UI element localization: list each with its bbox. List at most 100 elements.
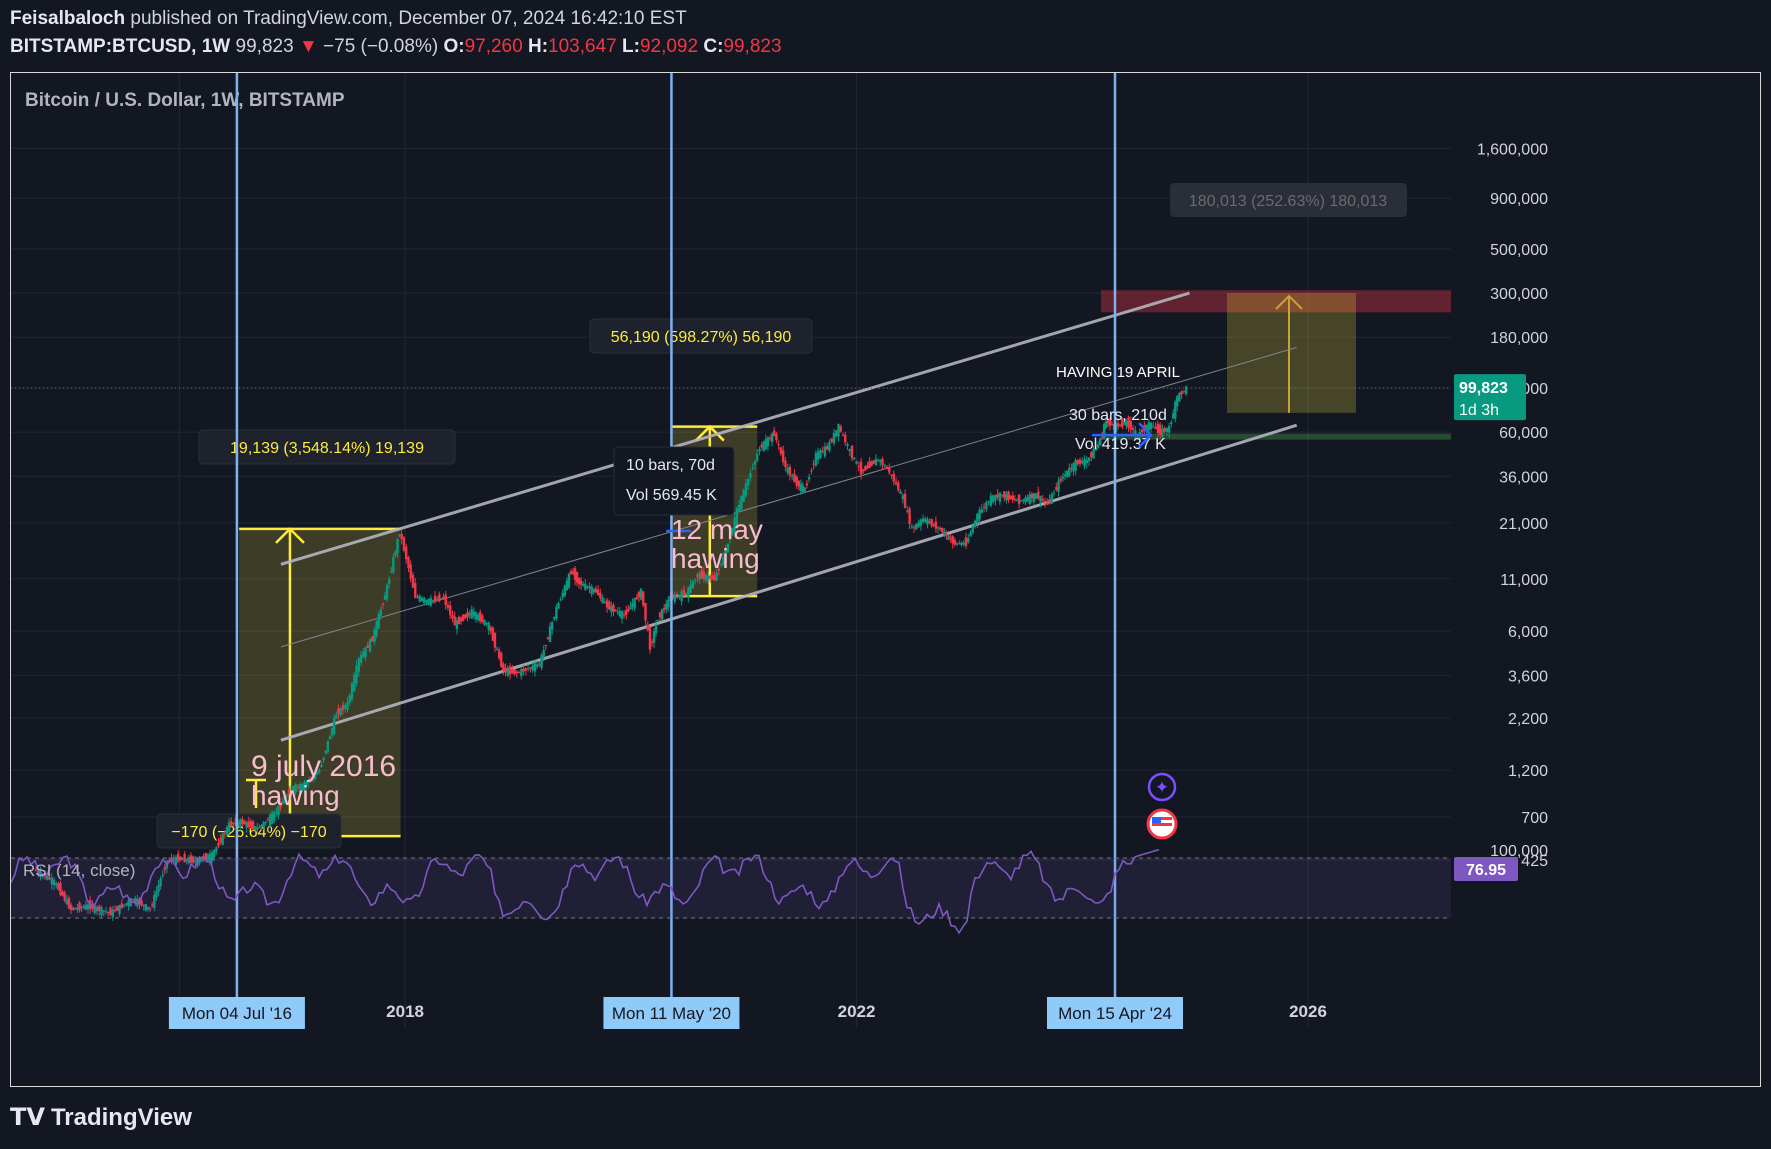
y-tick-label: 300,000	[1490, 286, 1548, 303]
candle	[414, 583, 417, 598]
candle	[953, 539, 957, 545]
candle	[451, 614, 454, 619]
candle	[998, 492, 1002, 502]
candle	[991, 495, 995, 503]
candle	[217, 842, 220, 846]
candle	[80, 907, 83, 909]
candle	[1043, 500, 1047, 503]
price-chart[interactable]: Bitcoin / U.S. Dollar, 1W, BITSTAMP 19,13…	[11, 73, 1760, 1086]
candle	[1098, 438, 1102, 446]
candle	[799, 483, 803, 491]
candle	[93, 905, 96, 913]
candle	[1032, 493, 1036, 502]
publish-info: Feisalbaloch published on TradingView.co…	[10, 8, 687, 30]
candle	[1078, 459, 1082, 464]
candle	[405, 546, 408, 560]
event-sparkle-icon[interactable]	[1147, 772, 1177, 802]
candle	[348, 695, 351, 703]
candle	[976, 513, 979, 524]
author-name[interactable]: Feisalbaloch	[10, 8, 126, 29]
candle	[1149, 422, 1153, 430]
chart-frame[interactable]: Bitcoin / U.S. Dollar, 1W, BITSTAMP 19,13…	[10, 72, 1761, 1087]
candle	[633, 597, 636, 609]
chart-background	[11, 73, 1760, 1086]
candle	[142, 904, 145, 906]
y-tick-label: 100,000	[1490, 843, 1548, 860]
candle	[307, 779, 310, 783]
candle	[892, 473, 895, 482]
halving-date-label: Mon 15 Apr '24	[1058, 1004, 1172, 1023]
y-tick-label: 21,000	[1499, 516, 1548, 533]
candle	[665, 603, 668, 610]
candle	[511, 669, 514, 674]
candle	[958, 543, 961, 545]
candle	[1028, 494, 1031, 504]
measure-box	[239, 528, 401, 837]
candle	[1039, 496, 1042, 503]
candle	[708, 575, 712, 579]
candle	[223, 833, 227, 835]
candle	[446, 605, 450, 608]
candle	[292, 785, 295, 791]
candle	[760, 444, 763, 448]
y-tick-label: 500,000	[1490, 242, 1548, 259]
y-tick-label: 11,000	[1500, 572, 1548, 589]
candle	[296, 786, 300, 788]
candle	[1161, 428, 1164, 437]
candle	[1034, 493, 1038, 499]
candle	[381, 603, 385, 605]
candle	[275, 812, 278, 814]
candle	[344, 705, 347, 709]
candle	[814, 453, 818, 466]
candle	[1092, 449, 1095, 459]
x-tick-label: 2026	[1289, 1002, 1327, 1021]
candle	[784, 460, 787, 468]
candle	[577, 577, 581, 584]
candle	[766, 437, 770, 447]
candle	[555, 607, 558, 618]
candle	[1094, 448, 1098, 451]
candle	[409, 564, 412, 579]
candle	[1129, 420, 1133, 430]
candle	[620, 611, 624, 619]
candle	[140, 900, 143, 906]
candle	[779, 447, 783, 454]
candle	[251, 821, 255, 830]
candle	[791, 475, 794, 477]
candle	[985, 502, 988, 510]
candle	[1140, 429, 1144, 433]
candle	[279, 801, 282, 808]
candle	[594, 588, 598, 593]
candle	[1145, 424, 1148, 432]
projection-arrow-head-icon	[1275, 294, 1303, 310]
candle	[191, 856, 195, 863]
candle	[848, 448, 851, 452]
candle	[273, 811, 276, 822]
projection-box	[1227, 293, 1356, 413]
candle	[841, 434, 845, 436]
candle	[924, 518, 927, 523]
bar-info-line2: Vol 569.45 K	[626, 487, 717, 504]
candle	[1026, 496, 1029, 502]
candle	[1024, 497, 1027, 503]
candle	[908, 508, 911, 525]
candle	[359, 654, 363, 664]
candle	[844, 434, 847, 443]
candle	[903, 493, 907, 508]
candle	[945, 533, 948, 536]
candle	[440, 598, 443, 600]
candle	[711, 575, 714, 580]
candle	[715, 572, 718, 581]
candle	[1116, 423, 1120, 427]
candle	[781, 450, 785, 463]
candle	[270, 813, 274, 824]
candle	[553, 616, 556, 620]
candle	[483, 619, 486, 625]
candle	[700, 569, 703, 579]
candle	[610, 606, 613, 613]
candle	[1184, 386, 1188, 395]
candle	[116, 906, 119, 911]
candle	[230, 821, 233, 826]
candle	[980, 509, 984, 513]
candle	[717, 568, 721, 571]
